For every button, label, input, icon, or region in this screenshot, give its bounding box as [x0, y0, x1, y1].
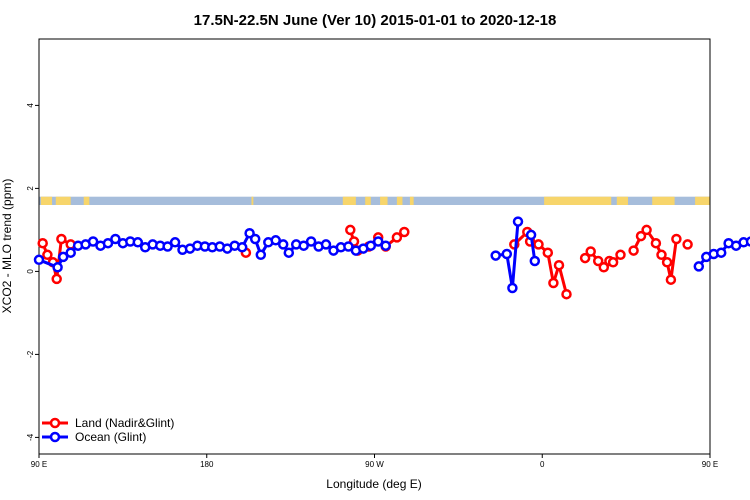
data-point	[270, 235, 281, 246]
data-point	[607, 257, 619, 268]
x-axis-label: Longitude (deg E)	[326, 477, 421, 491]
data-point	[598, 262, 610, 273]
y-tick-label: -2	[26, 350, 35, 358]
data-point	[65, 247, 76, 258]
data-point	[391, 232, 403, 243]
land-segment	[365, 196, 371, 205]
data-point	[671, 233, 682, 245]
data-point	[650, 237, 662, 249]
data-point	[548, 277, 559, 289]
x-tick-label: 90 E	[702, 460, 718, 469]
legend-ocean-marker	[49, 431, 61, 443]
y-tick-label: -4	[26, 433, 35, 441]
data-point	[585, 246, 596, 257]
data-point	[507, 282, 518, 294]
data-point	[283, 247, 295, 258]
land-segment	[55, 196, 71, 205]
land-segment	[251, 196, 254, 205]
data-point	[255, 249, 267, 261]
series-1	[33, 216, 750, 294]
x-axis: 90 E 180 90 W 0 90 E	[31, 454, 718, 469]
data-point	[343, 241, 354, 252]
data-point	[380, 240, 391, 251]
data-point	[298, 240, 309, 251]
data-point	[132, 237, 144, 248]
data-point	[37, 237, 48, 249]
y-tick-label: 2	[26, 186, 35, 191]
land-segment	[616, 196, 628, 205]
data-point	[249, 233, 261, 245]
data-point	[529, 255, 541, 267]
data-point	[490, 250, 501, 261]
x-tick-label: 90 E	[31, 460, 47, 469]
legend-land-label: Land (Nadir&Glint)	[75, 416, 174, 430]
data-point	[169, 237, 181, 248]
data-point	[52, 262, 63, 273]
data-point	[561, 288, 572, 300]
data-point	[365, 240, 377, 251]
data-point	[628, 245, 639, 256]
land-ocean-strip	[39, 196, 710, 205]
land-segment	[83, 196, 90, 205]
data-point	[320, 239, 332, 250]
data-point	[110, 233, 121, 245]
land-segment	[342, 196, 356, 205]
x-tick-label: 90 W	[365, 460, 384, 469]
land-segment	[652, 196, 675, 205]
data-point	[533, 239, 544, 250]
y-tick-label: 0	[26, 269, 35, 274]
data-point	[745, 236, 750, 247]
legend-land-marker	[49, 417, 61, 429]
y-tick-label: 4	[26, 103, 35, 108]
data-point	[641, 224, 652, 236]
data-point	[592, 255, 604, 267]
data-point	[277, 239, 289, 250]
data-point	[305, 236, 317, 247]
data-point	[715, 247, 727, 258]
data-point	[236, 242, 248, 253]
land-segment	[409, 196, 414, 205]
y-axis: -4 -2 0 2 4	[26, 103, 39, 441]
data-point	[656, 249, 667, 261]
series-line	[495, 221, 520, 290]
y-axis-label: XCO2 - MLO trend (ppm)	[0, 179, 14, 314]
land-segment	[40, 196, 53, 205]
data-point	[51, 273, 62, 285]
data-point	[525, 229, 537, 241]
data-point	[33, 254, 45, 266]
data-point	[345, 224, 356, 236]
data-point	[501, 248, 513, 260]
data-point	[372, 236, 384, 247]
land-segment	[544, 196, 612, 205]
data-point	[682, 239, 693, 250]
data-point	[162, 241, 173, 252]
data-point	[56, 233, 67, 245]
land-segment	[695, 196, 710, 205]
data-point	[57, 251, 69, 263]
data-point	[102, 237, 114, 249]
data-point	[693, 261, 705, 272]
land-segment	[380, 196, 388, 205]
data-point	[615, 249, 626, 261]
data-point	[399, 226, 410, 238]
data-point	[635, 230, 647, 242]
data-point	[542, 247, 554, 258]
chart-title: 17.5N-22.5N June (Ver 10) 2015-01-01 to …	[194, 12, 557, 29]
data-point	[87, 236, 99, 247]
series-0	[37, 224, 693, 300]
series-layer	[33, 216, 750, 300]
x-tick-label: 180	[200, 460, 214, 469]
legend: Land (Nadir&Glint) Ocean (Glint)	[42, 416, 174, 444]
data-point	[42, 249, 53, 261]
data-point	[553, 259, 565, 271]
x-tick-label: 0	[540, 460, 545, 469]
land-segment	[396, 196, 403, 205]
ocean-strip	[39, 196, 710, 205]
data-point	[665, 274, 677, 285]
legend-ocean-label: Ocean (Glint)	[75, 430, 146, 444]
data-point	[661, 257, 673, 268]
data-point	[512, 216, 524, 227]
data-point	[579, 252, 591, 264]
